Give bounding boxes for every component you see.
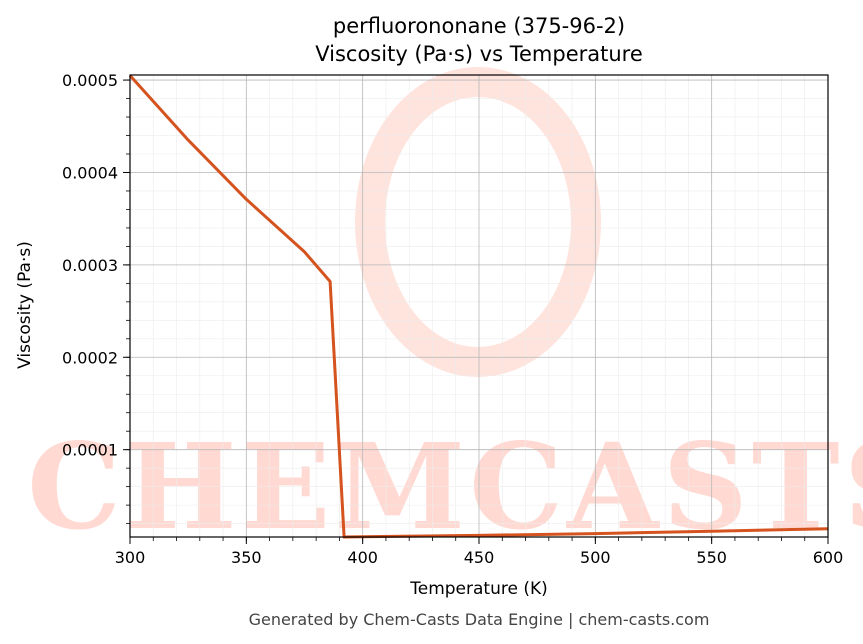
watermark-logo: CHEMCASTS [27, 67, 863, 556]
x-tick-label: 600 [813, 548, 844, 567]
x-tick-label: 300 [115, 548, 146, 567]
chart-subtitle: Viscosity (Pa·s) vs Temperature [315, 42, 643, 66]
x-tick-label: 400 [347, 548, 378, 567]
y-axis-label: Viscosity (Pa·s) [15, 241, 35, 369]
x-tick-label: 350 [231, 548, 262, 567]
y-tick-label: 0.0002 [62, 348, 118, 367]
x-axis-label: Temperature (K) [409, 579, 548, 599]
axis-ticks [123, 79, 829, 544]
y-tick-label: 0.0005 [62, 71, 118, 90]
x-tick-label: 550 [696, 548, 727, 567]
footer-credit: Generated by Chem-Casts Data Engine | ch… [249, 610, 710, 629]
y-tick-label: 0.0001 [62, 441, 118, 460]
chart-title: perfluorononane (375-96-2) [333, 14, 625, 38]
x-tick-label: 500 [580, 548, 611, 567]
y-tick-label: 0.0003 [62, 256, 118, 275]
tick-labels: 300 350 400 450 500 550 600 0.0001 0.0002 0.0003 0… [62, 71, 843, 567]
y-tick-label: 0.0004 [62, 163, 118, 182]
watermark-ring [355, 67, 601, 377]
x-tick-label: 450 [464, 548, 495, 567]
